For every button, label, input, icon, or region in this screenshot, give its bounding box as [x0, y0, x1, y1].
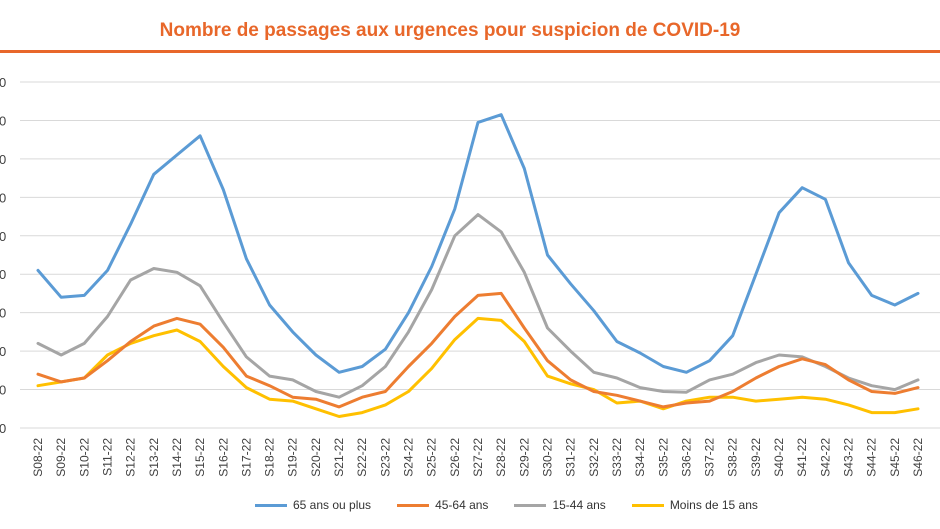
x-tick-label: S16-22 [216, 438, 230, 477]
legend: 65 ans ou plus 45-64 ans 15-44 ans Moins de… [255, 495, 784, 515]
x-tick-label: S13-22 [147, 438, 161, 477]
legend-item: 45-64 ans [397, 498, 488, 512]
series-line [36, 291, 920, 409]
x-tick-label: S33-22 [610, 438, 624, 477]
legend-label: 65 ans ou plus [293, 498, 372, 512]
x-tick-label: S25-22 [425, 438, 439, 477]
x-tick-label: S12-22 [124, 438, 138, 477]
series-line [36, 316, 920, 418]
series-line [36, 113, 920, 374]
legend-swatch [631, 503, 664, 507]
chart-title: Nombre de passages aux urgences pour sus… [159, 20, 741, 41]
x-tick-label: S34-22 [633, 438, 647, 477]
legend-item: Moins de 15 ans [631, 498, 758, 512]
x-tick-label: S20-22 [309, 438, 323, 477]
x-tick-label: S38-22 [726, 438, 740, 477]
title-underline [0, 50, 940, 53]
x-tick-label: S08-22 [31, 438, 45, 477]
legend-swatch [397, 503, 430, 507]
legend-label: Moins de 15 ans [669, 498, 758, 512]
x-tick-label: S21-22 [332, 438, 346, 477]
y-tick-label: 0 [0, 229, 6, 244]
x-tick-label: S10-22 [77, 438, 91, 477]
y-tick-labels: 0 0 0 0 0 0 0 0 0 0 [0, 75, 6, 436]
y-tick-label: 0 [0, 190, 6, 205]
grid-lines [20, 81, 940, 429]
x-tick-label: S42-22 [818, 438, 832, 477]
x-tick-label: S15-22 [193, 438, 207, 477]
y-tick-label: 0 [0, 421, 6, 436]
y-tick-label: 0 [0, 383, 6, 398]
y-tick-label: 0 [0, 75, 6, 90]
series-lines [36, 113, 920, 418]
x-tick-label: S41-22 [795, 438, 809, 477]
x-tick-label: S32-22 [587, 438, 601, 477]
x-tick-label: S44-22 [865, 438, 879, 477]
series-line [36, 213, 920, 399]
x-tick-label: S24-22 [402, 438, 416, 477]
y-tick-label: 0 [0, 267, 6, 282]
x-tick-label: S40-22 [772, 438, 786, 477]
x-tick-label: S09-22 [54, 438, 68, 477]
x-tick-label: S11-22 [100, 438, 114, 476]
x-tick-label: S30-22 [540, 438, 554, 477]
x-tick-label: S19-22 [286, 438, 300, 477]
x-tick-label: S22-22 [355, 438, 369, 477]
x-tick-label: S31-22 [564, 438, 578, 477]
x-tick-label: S23-22 [378, 438, 392, 477]
x-tick-label: S26-22 [448, 438, 462, 477]
x-tick-label: S27-22 [471, 438, 485, 477]
y-tick-label: 0 [0, 113, 6, 128]
legend-swatch [514, 503, 547, 507]
y-tick-label: 0 [0, 152, 6, 167]
x-tick-label: S43-22 [842, 438, 856, 477]
x-tick-labels: S08-22 S09-22 S10-22 S11-22 S12-22 S13-22 S14-… [31, 438, 925, 477]
x-tick-label: S46-22 [911, 438, 925, 477]
legend-label: 15-44 ans [552, 498, 606, 512]
x-tick-label: S35-22 [656, 438, 670, 477]
x-tick-label: S28-22 [494, 438, 508, 477]
legend-swatch [255, 503, 287, 507]
legend-item: 15-44 ans [514, 498, 606, 512]
y-tick-label: 0 [0, 306, 6, 321]
x-tick-label: S29-22 [517, 438, 531, 477]
x-tick-label: S39-22 [749, 438, 763, 477]
x-tick-label: S17-22 [239, 438, 253, 477]
x-tick-label: S36-22 [679, 438, 693, 477]
legend-label: 45-64 ans [435, 498, 489, 512]
legend-item: 65 ans ou plus [255, 498, 371, 512]
x-tick-label: S18-22 [263, 438, 277, 477]
x-tick-label: S45-22 [888, 438, 902, 477]
x-tick-label: S14-22 [170, 438, 184, 477]
y-tick-label: 0 [0, 344, 6, 359]
x-tick-label: S37-22 [703, 438, 717, 477]
